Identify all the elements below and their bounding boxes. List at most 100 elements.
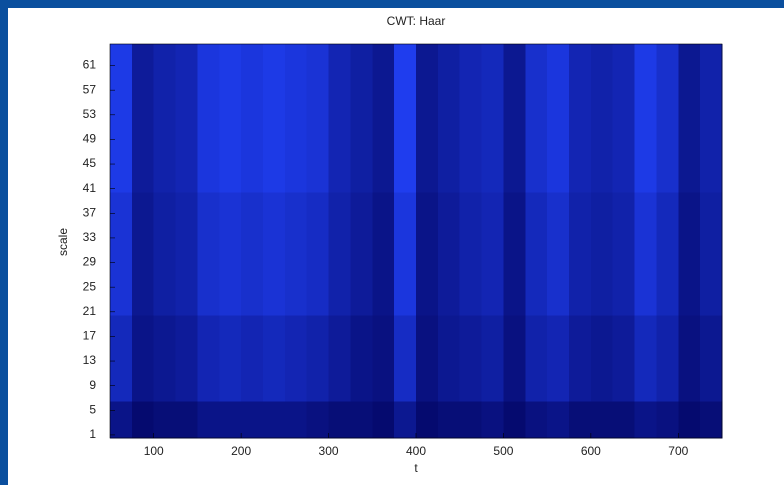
y-tick-label: 57	[83, 82, 97, 96]
heatmap-cell	[241, 191, 264, 316]
heatmap-cell	[394, 44, 417, 193]
heatmap-cell	[481, 401, 504, 439]
heatmap-cell	[197, 314, 220, 402]
heatmap-cell	[131, 44, 155, 193]
heatmap-cell	[263, 314, 286, 402]
x-tick-label: 700	[668, 444, 688, 458]
heatmap-cell	[416, 191, 439, 316]
heatmap-cell	[219, 314, 242, 402]
heatmap-cell	[306, 191, 330, 316]
heatmap-cell	[612, 191, 636, 316]
heatmap-cell	[547, 44, 570, 193]
heatmap-cell	[590, 401, 614, 439]
y-tick-label: 41	[83, 181, 97, 195]
heatmap-cell	[634, 44, 657, 193]
heatmap-cell	[284, 314, 308, 402]
heatmap-cell	[372, 44, 395, 193]
heatmap-cell	[306, 44, 330, 193]
heatmap-cell	[569, 191, 592, 316]
x-tick-label: 600	[581, 444, 601, 458]
heatmap-cell	[678, 314, 701, 402]
heatmap-cell	[110, 44, 133, 193]
heatmap-cell	[416, 401, 439, 439]
heatmap-cell	[175, 191, 198, 316]
heatmap-cell	[153, 401, 177, 439]
heatmap-cell	[634, 191, 657, 316]
heatmap-cell	[612, 44, 636, 193]
heatmap-cell	[197, 44, 220, 193]
x-tick-label: 500	[493, 444, 513, 458]
heatmap-cell	[569, 44, 592, 193]
heatmap-cell	[197, 191, 220, 316]
heatmap-cell	[481, 191, 504, 316]
heatmap-cell	[416, 314, 439, 402]
heatmap-cell	[634, 401, 657, 439]
x-axis-label: t	[414, 461, 418, 475]
y-tick-label: 5	[89, 402, 96, 416]
heatmap-cell	[590, 191, 614, 316]
heatmap-cell	[394, 401, 417, 439]
y-tick-label: 13	[83, 353, 97, 367]
heatmap-cell	[503, 401, 526, 439]
heatmap-cell	[634, 314, 657, 402]
heatmap-cell	[481, 44, 504, 193]
heatmap-cell	[328, 314, 351, 402]
heatmap-cell	[306, 401, 330, 439]
y-tick-label: 37	[83, 205, 97, 219]
x-tick-label: 200	[231, 444, 251, 458]
heatmap-cell	[131, 401, 155, 439]
heatmap-cell	[350, 401, 373, 439]
heatmap-cell	[219, 401, 242, 439]
heatmap-cell	[219, 44, 242, 193]
y-tick-label: 25	[83, 279, 97, 293]
heatmap-cell	[656, 44, 679, 193]
chart-title: CWT: Haar	[387, 14, 446, 28]
heatmap-cell	[547, 401, 570, 439]
heatmap-cell	[153, 191, 177, 316]
heatmap-cell	[284, 44, 308, 193]
heatmap-cell	[459, 401, 483, 439]
heatmap-cell	[547, 191, 570, 316]
heatmap-cell	[328, 191, 351, 316]
heatmap-cell	[284, 191, 308, 316]
heatmap-cell	[590, 44, 614, 193]
heatmap-cell	[569, 314, 592, 402]
y-tick-label: 1	[89, 427, 96, 441]
heatmap-cell	[306, 314, 330, 402]
heatmap-cell	[437, 401, 461, 439]
heatmap-cell	[350, 44, 373, 193]
y-tick-label: 9	[89, 378, 96, 392]
heatmap-cell	[459, 191, 483, 316]
x-tick-label: 400	[406, 444, 426, 458]
heatmap-cell	[175, 401, 198, 439]
heatmap-cell	[110, 401, 133, 439]
heatmap-cell	[459, 314, 483, 402]
heatmap-cell	[284, 401, 308, 439]
heatmap-cell	[219, 191, 242, 316]
heatmap-cell	[590, 314, 614, 402]
y-axis-label: scale	[56, 228, 70, 256]
heatmap-cell	[525, 401, 548, 439]
heatmap-cell	[350, 314, 373, 402]
heatmap-cell	[437, 44, 461, 193]
heatmap-cell	[175, 44, 198, 193]
heatmap-cell	[263, 401, 286, 439]
heatmap-cell	[110, 314, 133, 402]
heatmap-cell	[131, 191, 155, 316]
x-tick-label: 100	[144, 444, 164, 458]
heatmap-cell	[700, 314, 723, 402]
y-tick-label: 49	[83, 132, 97, 146]
y-tick-label: 45	[83, 156, 97, 170]
heatmap-cell	[241, 314, 264, 402]
heatmap-cell	[612, 314, 636, 402]
heatmap-cell	[372, 401, 395, 439]
y-tick-label: 21	[83, 304, 97, 318]
heatmap-cell	[328, 401, 351, 439]
heatmap-cell	[372, 314, 395, 402]
heatmap-cell	[656, 191, 679, 316]
heatmap-cell	[241, 401, 264, 439]
heatmap-cell	[525, 314, 548, 402]
heatmap-cell	[525, 44, 548, 193]
